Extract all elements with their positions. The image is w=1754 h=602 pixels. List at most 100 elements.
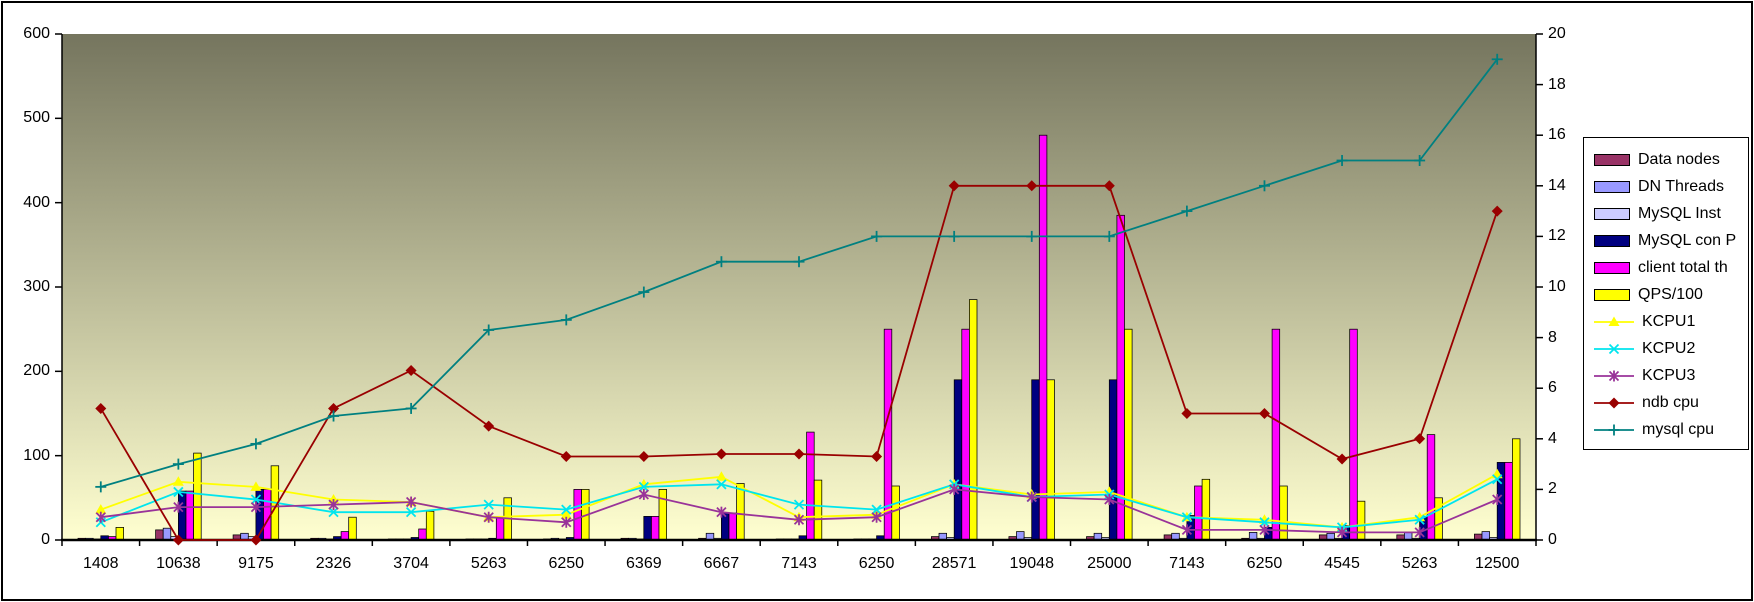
y-right-tick-label: 18 [1548, 75, 1566, 93]
bar-dn-threads [1016, 531, 1025, 541]
bar-qps-100 [658, 489, 667, 541]
bar-data-nodes [155, 529, 164, 541]
bar-client-total-th [495, 516, 505, 541]
legend-item-label: ndb cpu [1642, 393, 1699, 411]
legend-swatch-icon [1594, 207, 1630, 220]
bar-client-total-th [806, 431, 815, 541]
y-right-tick-label: 20 [1548, 25, 1566, 42]
bar-mysql-con-p [178, 490, 187, 541]
y-left-tick-label: 500 [23, 109, 50, 127]
bar-qps-100 [1279, 485, 1288, 541]
x-category-label: 3704 [393, 555, 429, 572]
bar-client-total-th [651, 516, 660, 541]
bar-qps-100 [115, 527, 124, 541]
x-category-label: 9175 [238, 555, 274, 572]
y-left-tick-label: 200 [23, 362, 50, 380]
bar-client-total-th [961, 328, 970, 541]
x-category-label: 19048 [1009, 555, 1054, 572]
bar-dn-threads [162, 527, 172, 541]
x-category-label: 6250 [548, 555, 585, 572]
y-left-tick-label: 100 [23, 446, 50, 464]
bar-client-total-th [1038, 134, 1048, 541]
legend-line-marker-icon [1594, 396, 1634, 410]
x-category-label: 2326 [315, 555, 352, 572]
legend-item-label: KCPU3 [1642, 366, 1696, 384]
legend-item-client-total-th: client total th [1594, 254, 1742, 281]
bar-qps-100 [1356, 500, 1366, 541]
bar-client-total-th [340, 531, 350, 541]
legend-item-kcpu2: KCPU2 [1594, 335, 1742, 362]
bar-client-total-th [418, 528, 427, 541]
y-right-tick-label: 0 [1548, 531, 1557, 548]
bar-qps-100 [1434, 497, 1443, 541]
legend-item-mysql-cpu: mysql cpu [1594, 416, 1742, 443]
x-category-label: 6250 [1246, 555, 1283, 572]
legend-item-label: MySQL con P [1638, 231, 1737, 249]
bar-qps-100 [891, 485, 900, 541]
legend-item-label: Data nodes [1638, 150, 1720, 168]
y-right-tick-label: 14 [1548, 176, 1566, 194]
x-category-label: 5263 [1401, 555, 1438, 572]
bar-client-total-th [573, 489, 582, 541]
bar-mysql-con-p [953, 379, 963, 541]
y-right-tick-label: 8 [1548, 328, 1557, 346]
legend-item-label: QPS/100 [1638, 285, 1703, 303]
bar-client-total-th [185, 490, 194, 541]
x-category-label: 1408 [82, 555, 119, 572]
legend-line-marker-icon [1594, 342, 1634, 356]
y-right-tick-label: 12 [1548, 227, 1566, 245]
bar-qps-100 [348, 516, 357, 541]
legend-item-ndb-cpu: ndb cpu [1594, 389, 1742, 416]
legend-item-qps-100: QPS/100 [1594, 281, 1742, 308]
legend-item-label: KCPU1 [1642, 312, 1696, 330]
bar-dn-threads [1481, 531, 1490, 541]
bar-qps-100 [1046, 379, 1055, 541]
legend-swatch-icon [1594, 153, 1630, 166]
legend: Data nodes DN Threads MySQL Inst MySQL con … [1583, 137, 1749, 450]
x-category-label: 6667 [703, 555, 740, 572]
y-right-tick-label: 2 [1548, 480, 1557, 498]
bar-mysql-con-p [643, 516, 652, 541]
legend-item-label: client total th [1638, 258, 1728, 276]
bar-client-total-th [1349, 328, 1358, 541]
bar-qps-100 [969, 299, 978, 541]
bar-client-total-th [1271, 328, 1281, 541]
legend-line-marker-icon [1594, 369, 1634, 383]
legend-swatch-icon [1594, 234, 1630, 247]
bar-client-total-th [728, 512, 737, 541]
bar-client-total-th [1504, 462, 1513, 541]
y-right-tick-label: 10 [1548, 278, 1566, 295]
x-category-label: 7143 [781, 555, 817, 572]
y-right-tick-label: 4 [1548, 429, 1557, 447]
x-category-label: 10638 [156, 555, 201, 572]
bar-client-total-th [1116, 214, 1125, 541]
plot-background [62, 34, 1536, 540]
bar-client-total-th [1194, 485, 1203, 541]
x-category-label: 12500 [1474, 555, 1520, 572]
legend-item-data-nodes: Data nodes [1594, 146, 1742, 173]
y-right-tick-label: 6 [1548, 379, 1557, 397]
y-left-tick-label: 400 [23, 193, 50, 211]
y-right-tick-label: 16 [1548, 126, 1566, 144]
legend-item-kcpu3: KCPU3 [1594, 362, 1742, 389]
y-left-tick-label: 0 [41, 531, 50, 548]
legend-line-marker-icon [1594, 423, 1634, 437]
x-category-label: 6369 [626, 555, 662, 572]
x-category-label: 5263 [470, 555, 507, 572]
x-category-label: 4545 [1324, 555, 1360, 572]
x-category-label: 6250 [858, 555, 895, 572]
legend-swatch-icon [1594, 180, 1630, 193]
x-category-label: 28571 [931, 555, 977, 572]
bar-qps-100 [1512, 438, 1521, 541]
legend-item-label: MySQL Inst [1638, 204, 1721, 222]
legend-item-mysql-con-p: MySQL con P [1594, 227, 1742, 254]
bar-mysql-con-p [1031, 379, 1040, 541]
y-left-tick-label: 300 [23, 278, 50, 295]
x-category-label: 7143 [1169, 555, 1205, 572]
legend-item-label: KCPU2 [1642, 339, 1696, 357]
bar-qps-100 [813, 479, 823, 541]
legend-item-mysql-inst: MySQL Inst [1594, 200, 1742, 227]
legend-line-marker-icon [1594, 315, 1634, 329]
